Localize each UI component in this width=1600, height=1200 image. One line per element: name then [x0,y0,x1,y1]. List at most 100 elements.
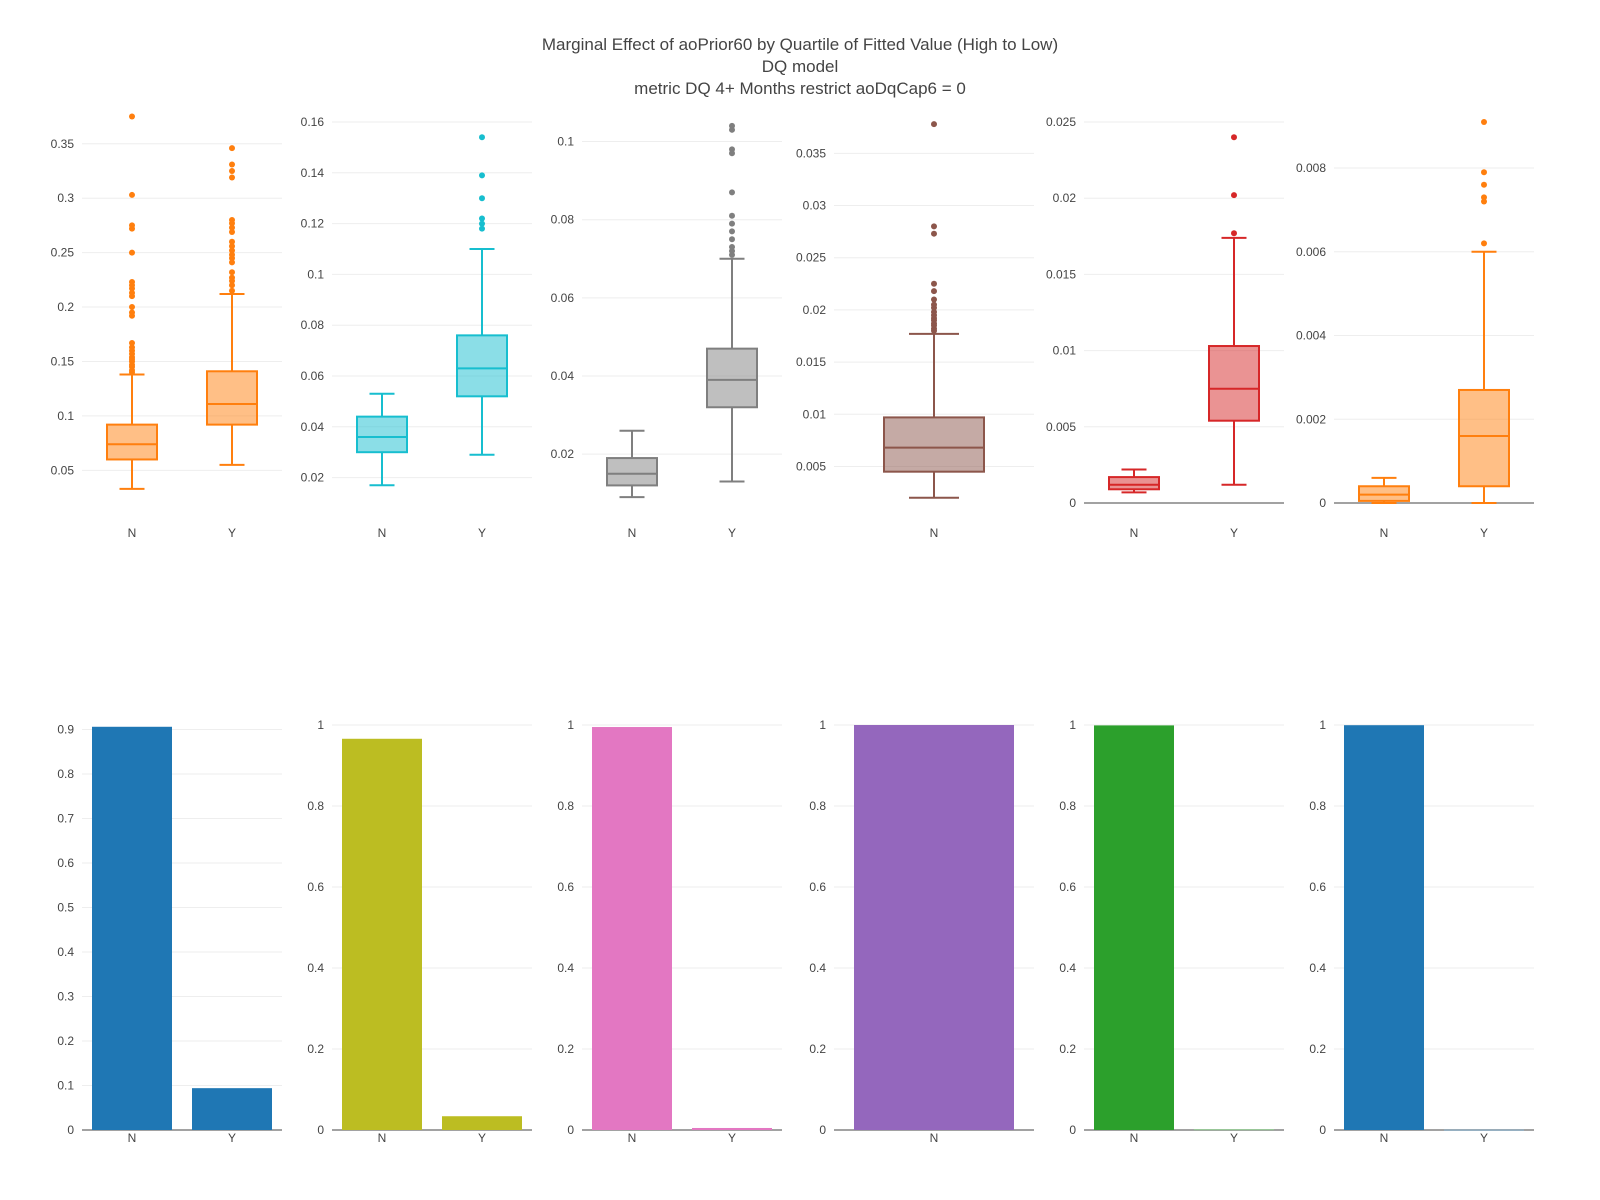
y-tick-label: 0.15 [51,354,75,368]
chart-panels: 0.050.10.150.20.250.30.35N Y0.020.040.060… [51,113,1534,1145]
outlier-point [229,238,235,245]
bar-N [1344,725,1424,1130]
panel-r2-c5: 0 0.2 0.4 0.6 0.8 1 N Y [1059,718,1284,1145]
y-tick-label: 0.015 [1046,267,1076,281]
y-tick-label: 0.04 [301,420,325,434]
outlier-point [229,277,235,284]
chart-title-line-3: metric DQ 4+ Months restrict aoDqCap6 = … [634,79,966,98]
outlier-point [129,113,135,120]
box-N [106,113,158,490]
y-tick-label: 0.4 [307,961,324,975]
outlier-point [931,223,937,230]
outlier-point [229,259,235,266]
x-tick-label: Y [728,1131,736,1145]
y-tick-label: 0.6 [557,880,574,894]
x-tick-label: N [1130,1131,1139,1145]
y-tick-label: 1 [819,718,826,732]
y-tick-label: 0 [317,1123,324,1137]
y-tick-label: 0.12 [301,217,325,231]
x-tick-label: Y [478,1131,486,1145]
x-tick-label: N [628,526,637,540]
outlier-point [931,327,937,334]
bar-N [342,738,422,1130]
outlier-point [729,236,735,243]
x-tick-label: Y [1480,1131,1488,1145]
box-N [1358,476,1410,504]
y-tick-label: 0.5 [57,900,74,914]
panel-r1-c1: 0.05 0.1 0.15 0.2 0.25 0.3 0.35 N Y [51,113,282,540]
outlier-point [931,121,937,128]
iqr-box [1458,388,1510,488]
y-tick-label: 0.015 [796,355,826,369]
outlier-point [129,285,135,292]
box-Y [706,122,758,483]
x-tick-label: N [628,1131,637,1145]
outlier-point [1481,194,1487,201]
outlier-point [931,304,937,311]
y-tick-label: 0.06 [301,369,325,383]
outlier-point [479,215,485,222]
y-tick-label: 0.4 [809,961,826,975]
box-N [356,392,408,487]
y-tick-label: 0.4 [57,945,74,959]
outlier-point [229,247,235,254]
y-tick-label: 0.2 [57,300,74,314]
y-tick-label: 1 [567,718,574,732]
outlier-point [729,228,735,235]
bar-N [92,726,172,1130]
outlier-point [229,243,235,250]
outlier-point [479,195,485,202]
panel-r2-c4: 0 0.2 0.4 0.6 0.8 1 N [809,718,1034,1145]
outlier-point [729,126,735,133]
box-N [1108,468,1160,494]
y-tick-label: 0.8 [1059,799,1076,813]
x-tick-label: Y [478,526,486,540]
y-tick-label: 0.6 [1309,880,1326,894]
outlier-point [129,249,135,256]
y-tick-label: 0.6 [307,880,324,894]
outlier-point [479,134,485,141]
outlier-point [1231,230,1237,237]
y-tick-label: 0.25 [51,246,75,260]
y-tick-label: 0.8 [557,799,574,813]
y-tick-label: 0.1 [57,1078,74,1092]
bar-Y [692,1127,772,1130]
bar-Y [192,1088,272,1130]
y-tick-label: 0.8 [1309,799,1326,813]
box-Y [1458,119,1510,504]
y-tick-label: 0.4 [1059,961,1076,975]
y-tick-label: 0.6 [809,880,826,894]
outlier-point [229,282,235,289]
outlier-point [1231,134,1237,141]
outlier-point [129,191,135,198]
y-tick-label: 0.02 [551,447,575,461]
y-tick-label: 0.2 [57,1034,74,1048]
outlier-point [729,189,735,196]
outlier-point [229,145,235,152]
outlier-point [129,225,135,232]
x-tick-label: N [930,1131,939,1145]
panel-r2-c1: 0 0.1 0.2 0.3 0.4 0.5 0.6 0.7 0.8 0.9 N Y [57,722,282,1145]
box-Y [456,134,508,456]
bar-N [854,725,1014,1130]
y-tick-label: 0.8 [307,799,324,813]
outlier-point [729,220,735,227]
outlier-point [479,172,485,179]
outlier-point [479,220,485,227]
outlier-point [1481,169,1487,176]
y-tick-label: 0.2 [557,1042,574,1056]
outlier-point [129,339,135,346]
iqr-box [1108,476,1160,491]
y-tick-label: 0 [1319,496,1326,510]
y-tick-label: 0.04 [551,369,575,383]
y-tick-label: 0 [819,1123,826,1137]
y-tick-label: 0.8 [57,767,74,781]
y-tick-label: 0.9 [57,722,74,736]
box-N [883,121,985,499]
y-tick-label: 0.02 [1053,191,1077,205]
y-tick-label: 0 [1319,1123,1326,1137]
x-tick-label: N [128,1131,137,1145]
x-tick-label: N [1380,1131,1389,1145]
y-tick-label: 0.025 [796,251,826,265]
y-tick-label: 0.01 [803,407,827,421]
